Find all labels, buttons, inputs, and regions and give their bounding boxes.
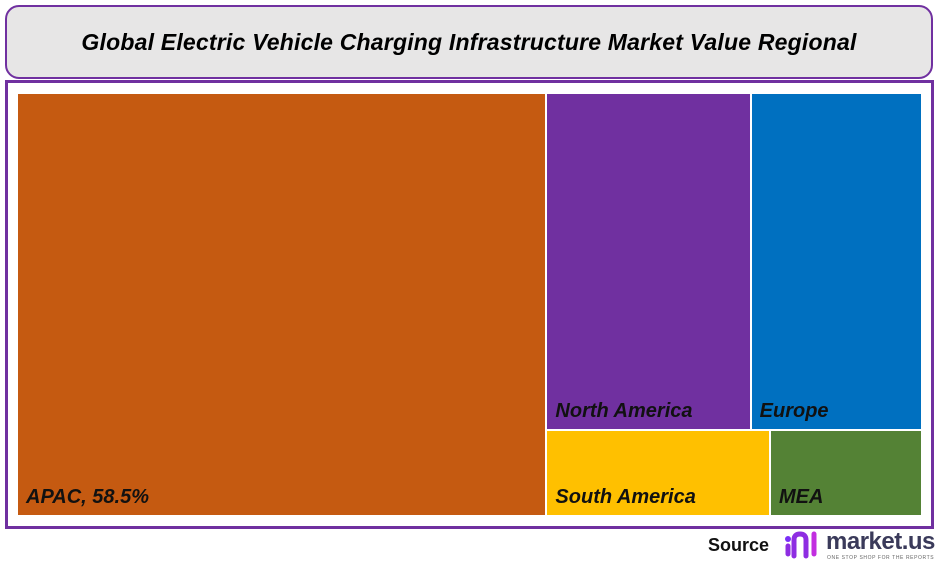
tile-label: South America <box>555 485 696 508</box>
treemap-plot: APAC, 58.5% North America Europe South Amer… <box>17 93 922 516</box>
treemap-tile-south-america: South America <box>546 430 770 516</box>
treemap-tile-mea: MEA <box>769 430 922 516</box>
chart-title-box: Global Electric Vehicle Charging Infrast… <box>5 5 933 79</box>
logo-text: market.us <box>826 528 935 555</box>
treemap-tile-apac: APAC, 58.5% <box>17 93 547 516</box>
source-label: Source <box>708 535 770 555</box>
logo-tagline: ONE STOP SHOP FOR THE REPORTS <box>827 555 935 561</box>
treemap-tile-north-america: North America <box>546 93 751 431</box>
treemap-tile-europe: Europe <box>750 93 922 431</box>
tile-label: North America <box>555 400 693 423</box>
market-us-logo-icon <box>785 531 817 559</box>
tile-label: MEA <box>778 485 824 508</box>
chart-title: Global Electric Vehicle Charging Infrast… <box>81 28 857 55</box>
tile-label: Europe <box>759 400 829 423</box>
tile-label: APAC, 58.5% <box>26 486 150 508</box>
